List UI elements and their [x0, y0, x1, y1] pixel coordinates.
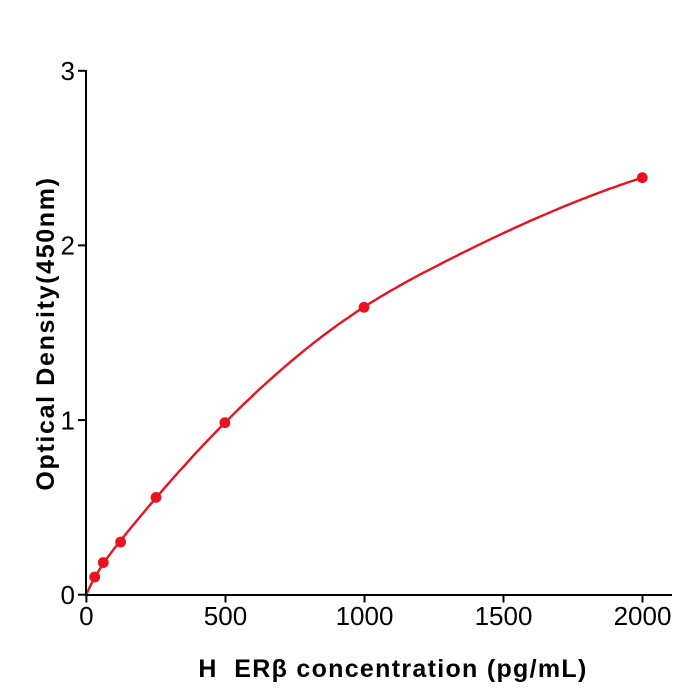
- svg-text:1500: 1500: [475, 601, 533, 631]
- svg-text:H ERβ concentration (pg/mL): H ERβ concentration (pg/mL): [198, 655, 587, 683]
- svg-text:0: 0: [61, 580, 75, 610]
- svg-text:3: 3: [61, 56, 75, 86]
- svg-text:2: 2: [61, 231, 75, 261]
- svg-text:1: 1: [61, 405, 75, 435]
- svg-text:500: 500: [204, 601, 247, 631]
- svg-text:0: 0: [79, 601, 93, 631]
- svg-text:Optical Density(450nm): Optical Density(450nm): [32, 176, 60, 490]
- svg-text:1000: 1000: [336, 601, 394, 631]
- svg-text:2000: 2000: [614, 601, 672, 631]
